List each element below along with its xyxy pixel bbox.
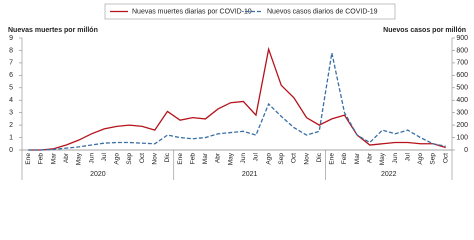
x-tick-label: Oct <box>442 153 449 163</box>
y-tick-label: 6 <box>9 72 13 79</box>
legend-label: Nuevas muertes diarias por COVID-19 <box>132 8 252 15</box>
y2-tick-label: 800 <box>456 47 468 54</box>
x-tick-label: Dic <box>164 152 171 162</box>
y2-tick-label: 500 <box>456 85 468 92</box>
y2-tick-label: 900 <box>456 35 468 42</box>
legend-box <box>104 3 396 20</box>
x-tick-label: Mar <box>202 152 209 164</box>
x-tick-label: Jun <box>240 153 247 164</box>
x-tick-label: Oct <box>139 153 146 163</box>
x-tick-label: Mar <box>50 152 57 164</box>
y-tick-label: 2 <box>9 122 13 129</box>
y-tick-label: 4 <box>9 97 13 104</box>
x-tick-label: Oct <box>291 153 298 163</box>
chart: Nuevas muertes por millón Nuevos casos p… <box>8 3 468 180</box>
y2-tick-label: 200 <box>456 122 468 129</box>
x-tick-label: Abr <box>63 152 70 163</box>
x-tick-label: Feb <box>189 153 196 165</box>
x-tick-label: Feb <box>38 153 45 165</box>
y2-tick-label: 300 <box>456 110 468 117</box>
y-tick-label: 7 <box>9 60 13 67</box>
x-tick-label: Sep <box>430 153 437 165</box>
x-tick-label: Ene <box>329 153 336 165</box>
x-group-label: 2022 <box>381 171 397 178</box>
x-tick-label: Abr <box>367 152 374 163</box>
x-tick-label: Abr <box>215 152 222 163</box>
y2-tick-label: 700 <box>456 60 468 67</box>
x-tick-label: Feb <box>341 153 348 165</box>
x-tick-label: Nov <box>152 152 159 164</box>
x-tick-label: Jul <box>253 152 260 161</box>
x-tick-label: Ago <box>417 153 424 165</box>
y-axis-title: Nuevas muertes por millón <box>8 27 98 34</box>
x-tick-label: Ene <box>177 153 184 165</box>
series-line <box>28 52 446 151</box>
x-tick-label: Jul <box>404 152 411 161</box>
y-tick-label: 1 <box>9 134 13 141</box>
y-tick-label: 5 <box>9 85 13 92</box>
x-group-label: 2020 <box>90 171 106 178</box>
y-tick-label: 8 <box>9 47 13 54</box>
y2-tick-label: 400 <box>456 97 468 104</box>
x-tick-label: Jun <box>392 153 399 164</box>
y2-tick-label: 100 <box>456 134 468 141</box>
y2-tick-label: 0 <box>464 147 468 154</box>
y-tick-label: 3 <box>9 110 13 117</box>
x-tick-label: May <box>227 152 234 165</box>
y-tick-label: 9 <box>9 35 13 42</box>
x-tick-label: Ago <box>265 153 272 165</box>
y2-tick-label: 600 <box>456 72 468 79</box>
x-group-label: 2021 <box>242 171 258 178</box>
x-tick-label: May <box>379 152 386 165</box>
series-line <box>28 46 446 151</box>
legend-label: Nuevos casos diarios de COVID-19 <box>267 8 378 15</box>
x-tick-label: Jun <box>88 153 95 164</box>
x-tick-label: Jul <box>101 152 108 161</box>
y-tick-label: 0 <box>9 147 13 154</box>
x-tick-label: Dic <box>316 152 323 162</box>
x-tick-label: Sep <box>126 153 133 165</box>
x-tick-label: Mar <box>354 152 361 164</box>
x-tick-label: Ago <box>114 153 121 165</box>
x-tick-label: Ene <box>25 153 32 165</box>
x-tick-label: Nov <box>303 152 310 164</box>
y2-axis-title: Nuevos casos por millón <box>383 27 466 34</box>
x-tick-label: May <box>76 152 83 165</box>
x-tick-label: Sep <box>278 153 285 165</box>
